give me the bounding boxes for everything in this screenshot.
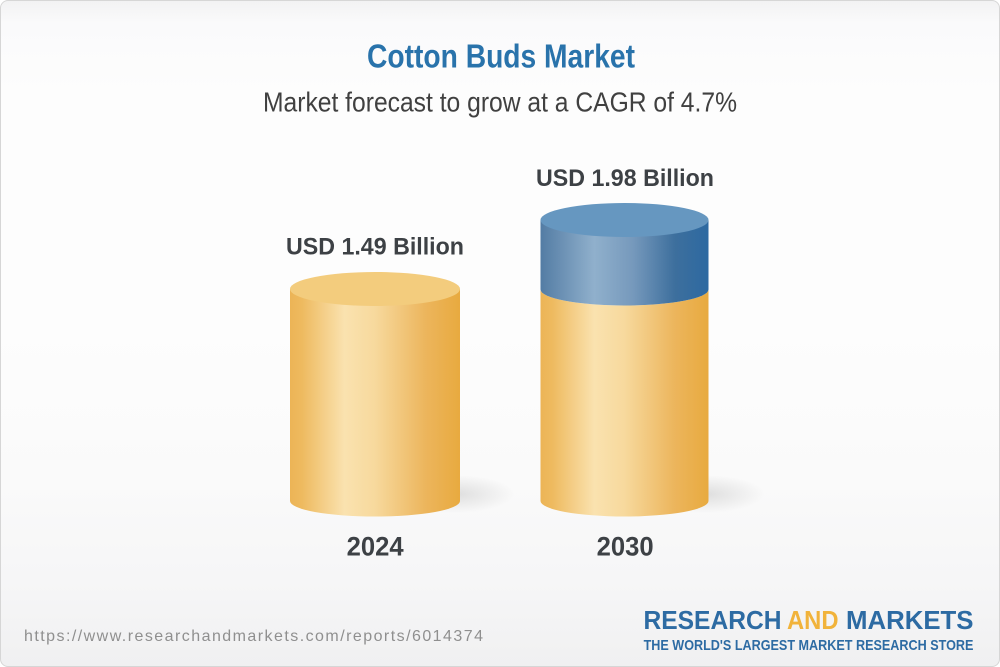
svg-text:USD 1.49 Billion: USD 1.49 Billion <box>286 233 464 260</box>
svg-text:MARKETS: MARKETS <box>846 607 974 635</box>
svg-text:Market forecast to grow at a C: Market forecast to grow at a CAGR of 4.7… <box>263 87 737 118</box>
svg-text:https://www.researchandmarkets: https://www.researchandmarkets.com/repor… <box>24 628 483 645</box>
svg-text:Cotton Buds Market: Cotton Buds Market <box>367 38 635 75</box>
svg-text:RESEARCH: RESEARCH <box>644 607 782 635</box>
svg-text:2024: 2024 <box>347 531 404 561</box>
svg-text:AND: AND <box>787 607 839 635</box>
svg-text:THE WORLD'S LARGEST MARKET RES: THE WORLD'S LARGEST MARKET RESEARCH STOR… <box>644 637 974 654</box>
svg-text:USD 1.98 Billion: USD 1.98 Billion <box>536 165 714 192</box>
svg-text:2030: 2030 <box>597 531 654 561</box>
